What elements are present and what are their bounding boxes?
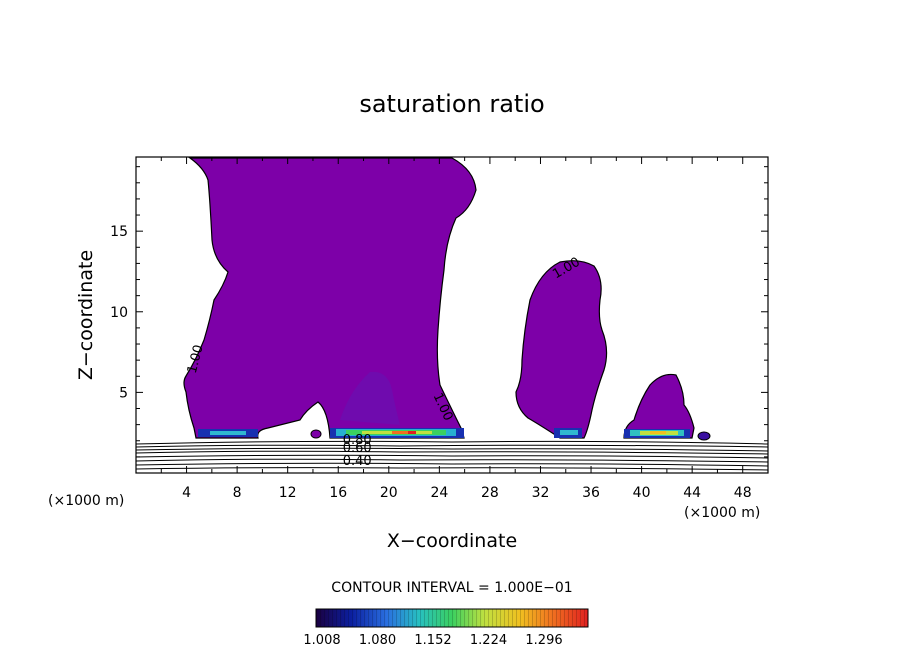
y-axis-label: Z−coordinate [75,250,97,380]
colorbar-tick-label: 1.008 [303,633,340,648]
colorbar-tick-label: 1.152 [414,633,451,648]
contour-interval-label: CONTOUR INTERVAL = 1.000E−01 [331,580,572,596]
middle-cloud-region [515,260,608,439]
saturated-regions [183,157,711,441]
x-tick-label: 36 [582,485,600,501]
x-tick-label: 16 [329,485,347,501]
colorbar [315,608,589,628]
small-region-right [697,431,711,441]
diffuse-core [340,371,400,425]
x-axis: 4 8 12 16 20 24 28 32 36 40 44 48 [160,157,752,501]
chart-title: saturation ratio [359,90,544,118]
y-tick-label: 5 [119,385,128,401]
y-tick-label: 10 [110,305,128,321]
x-tick-label: 8 [233,485,242,501]
contour-lines [135,440,769,471]
contour-label: 0.40 [343,454,372,469]
x-tick-label: 40 [633,485,651,501]
x-tick-label: 24 [430,485,448,501]
high-value-zones [198,371,690,438]
x-tick-label: 28 [481,485,499,501]
colorbar-tick-label: 1.296 [525,633,562,648]
x-unit-left: (×1000 m) [48,493,124,509]
main-cloud-region [183,157,477,439]
x-tick-label: 20 [380,485,398,501]
colorbar-tick-label: 1.080 [359,633,396,648]
plot-frame [135,156,769,474]
x-tick-label: 32 [532,485,550,501]
x-tick-label: 44 [683,485,701,501]
y-tick-label: 15 [110,224,128,240]
colorbar-tick-label: 1.224 [470,633,507,648]
x-unit-right: (×1000 m) [684,505,760,521]
contour-label: 0.80 [343,433,372,448]
x-tick-label: 12 [279,485,297,501]
small-region-left [310,429,322,439]
contour-label: 1.00 [185,343,207,375]
y-axis: 5 10 15 [110,166,768,458]
right-cloud-region [623,373,695,439]
x-axis-label: X−coordinate [387,530,517,552]
x-tick-label: 48 [734,485,752,501]
colorbar-labels: 1.008 1.080 1.152 1.224 1.296 [303,633,562,648]
contour-label: 0.60 [343,441,372,456]
x-tick-label: 4 [182,485,191,501]
